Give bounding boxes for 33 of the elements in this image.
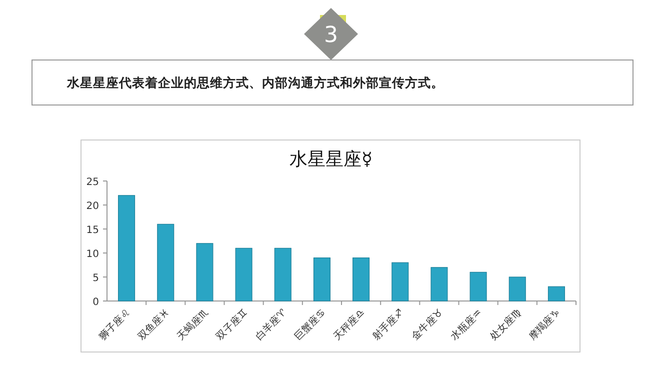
y-tick-label: 25	[86, 177, 99, 188]
bar	[274, 248, 292, 302]
bar	[235, 248, 252, 302]
bar	[313, 258, 330, 302]
bar	[548, 286, 565, 302]
y-tick-label: 15	[86, 225, 99, 236]
bar	[118, 195, 136, 302]
x-tick-label: 狮子座♌	[96, 306, 133, 343]
x-tick-label: 水瓶座♒	[448, 306, 484, 343]
x-tick-label: 处女座♍	[487, 306, 524, 343]
x-tick-label: 金牛座♉	[409, 306, 446, 343]
x-tick-label: 天蝎座♏	[174, 306, 211, 343]
y-tick-label: 10	[86, 249, 99, 260]
x-tick-label: 射手座♐	[370, 306, 406, 343]
x-tick-label: 白羊座♈	[252, 306, 290, 343]
bar	[430, 267, 448, 302]
chart-title: 水星星座☿	[289, 149, 373, 170]
y-tick-label: 20	[86, 201, 99, 212]
y-tick-label: 0	[92, 297, 99, 308]
bar	[470, 272, 487, 302]
text: 水星星座代表着企业的思维方式、内部沟通方式和外部宣传方式。	[66, 75, 444, 90]
bar	[157, 224, 174, 302]
x-tick-label: 双子座♊	[214, 306, 250, 343]
y-tick-label: 5	[92, 273, 99, 284]
bar	[508, 276, 526, 302]
x-tick-label: 巨蟹座♋	[292, 306, 328, 343]
bar	[392, 262, 409, 302]
bar	[196, 243, 214, 302]
x-tick-label: 双鱼座♓	[136, 306, 172, 343]
bar	[352, 258, 370, 302]
text: 3	[324, 23, 338, 48]
x-tick-label: 天秤座♎	[331, 306, 368, 343]
x-tick-label: 摩羯座♑	[526, 306, 563, 343]
